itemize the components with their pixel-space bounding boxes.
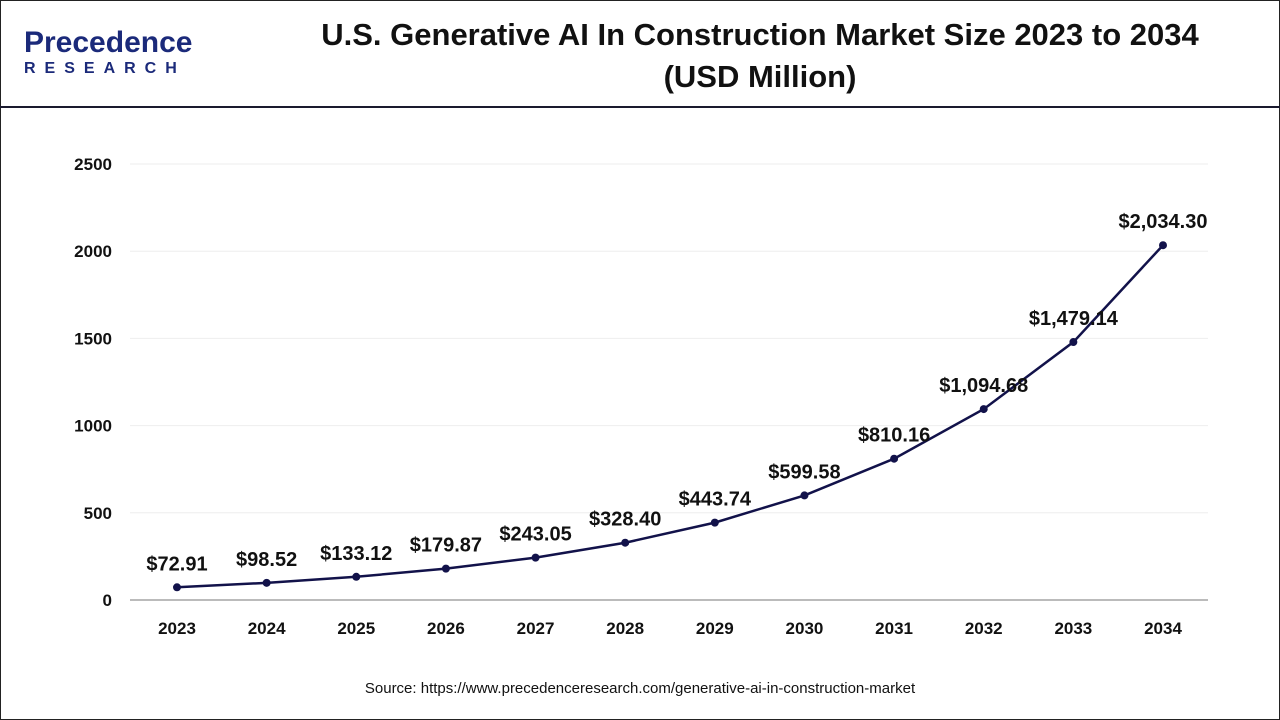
x-tick-label: 2028 (606, 619, 644, 638)
x-tick-label: 2030 (786, 619, 824, 638)
data-label: $98.52 (236, 549, 297, 571)
data-label: $599.58 (768, 461, 840, 483)
x-tick-label: 2033 (1054, 619, 1092, 638)
data-label: $1,094.68 (939, 375, 1028, 397)
x-tick-label: 2026 (427, 619, 465, 638)
data-label: $810.16 (858, 425, 930, 447)
data-point (531, 553, 540, 562)
data-label: $72.91 (146, 553, 207, 575)
chart-title: U.S. Generative AI In Construction Marke… (260, 14, 1260, 98)
data-point (352, 572, 361, 581)
y-tick-label: 2500 (74, 155, 112, 174)
data-point (800, 491, 809, 500)
logo-line1: Precedence (24, 26, 193, 59)
logo-line2: RESEARCH (24, 60, 186, 77)
x-tick-label: 2034 (1144, 619, 1182, 638)
y-tick-label: 0 (103, 591, 112, 610)
data-label: $133.12 (320, 543, 392, 565)
x-tick-label: 2023 (158, 619, 196, 638)
data-point (262, 578, 271, 587)
y-tick-label: 2000 (74, 242, 112, 261)
logo: Precedence RESEARCH (24, 28, 192, 78)
x-tick-label: 2025 (337, 619, 375, 638)
data-point (621, 538, 630, 547)
y-tick-label: 500 (84, 504, 112, 523)
x-tick-label: 2029 (696, 619, 734, 638)
source-text: Source: https://www.precedenceresearch.c… (364, 680, 916, 697)
data-label: $443.74 (679, 489, 752, 511)
data-label: $179.87 (410, 535, 482, 557)
data-label: $328.40 (589, 509, 661, 531)
data-label: $1,479.14 (1029, 308, 1119, 330)
data-point (890, 454, 899, 463)
title-line2: (USD Million) (663, 59, 857, 94)
x-tick-label: 2024 (248, 619, 286, 638)
data-point (441, 564, 450, 573)
series-line (176, 244, 1164, 589)
data-point (173, 583, 181, 592)
x-tick-label: 2031 (875, 619, 913, 638)
data-label: $2,034.30 (1119, 211, 1208, 233)
header-divider (0, 106, 1280, 108)
title-line1: U.S. Generative AI In Construction Marke… (321, 17, 1199, 52)
data-point (1159, 241, 1167, 250)
y-tick-label: 1500 (74, 329, 112, 348)
x-tick-label: 2027 (517, 619, 555, 638)
data-point (710, 518, 719, 527)
data-point (1069, 338, 1078, 347)
data-point (979, 405, 988, 414)
y-tick-label: 1000 (74, 417, 112, 436)
x-tick-label: 2032 (965, 619, 1003, 638)
data-label: $243.05 (499, 524, 571, 546)
